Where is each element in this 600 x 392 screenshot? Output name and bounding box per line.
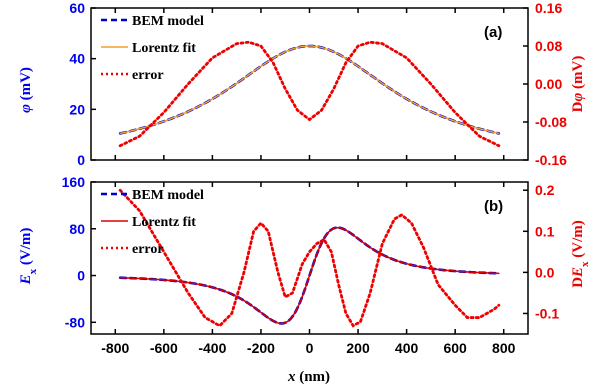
left-tick-label: 80 [69,221,85,237]
x-axis-sym: x [287,369,296,385]
a-right-unit: (mV) [570,56,586,89]
right-tick-label: 0.16 [535,0,562,16]
a-left-unit: (mV) [18,67,34,100]
panel-a-series-error [118,40,501,148]
right-tick-label: 0.1 [535,223,555,239]
right-tick-label: -0.08 [535,114,567,130]
panel-a-series-lorentz-fit [119,45,500,135]
panel-a-label: (a) [484,24,502,41]
panel-a: 0 20 40 60 -0.16 -0.08 0.00 0.08 0.16 (a) BEM mo… [18,0,586,168]
x-tick-label: 600 [443,340,467,356]
right-tick-label: -0.1 [535,305,559,321]
x-tick-label: 400 [395,340,419,356]
right-tick-label: 0.0 [535,264,555,280]
panel-b-legend: BEM model Lorentz fit error [101,188,204,257]
panel-b-label: (b) [484,198,503,215]
b-left-sub: x [27,268,39,274]
right-tick-label: -0.16 [535,152,567,168]
left-tick-label: -80 [65,314,85,330]
panel-a-ticks: 0 20 40 60 -0.16 -0.08 0.00 0.08 0.16 [69,0,567,168]
b-right-sym: E [570,267,586,278]
x-tick-label: 200 [346,340,370,356]
x-axis-label: x (nm) [287,369,330,385]
left-tick-label: 0 [77,152,85,168]
right-tick-label: 0.08 [535,38,562,54]
b-right-sub: x [579,261,591,267]
x-tick-label: -800 [101,340,129,356]
b-left-unit: (V/m) [18,228,34,266]
b-right-prefix: D [570,277,586,288]
panel-b: -80 0 80 160 -0.1 0.0 0.1 0.2 (b) BEM model Lor… [18,174,591,335]
right-tick-label: 0.00 [535,76,562,92]
panel-a-frame [90,7,529,161]
panel-b-frame [90,181,529,335]
panel-b-right-axis-label: DEx (V/m) [570,220,591,288]
left-tick-label: 160 [62,174,86,190]
x-tick-label: 0 [306,340,314,356]
panel-b-series [118,188,501,328]
left-tick-label: 60 [69,0,85,16]
b-right-unit: (V/m) [570,220,586,258]
panel-a-right-axis-label: Dφ (mV) [570,56,586,113]
x-axis-ticks: -800 -600 -400 -200 0 200 400 600 800 [101,340,515,356]
panel-a-series [118,40,501,148]
panel-b-series-lorentz-fit [119,226,500,325]
panel-b-series-error [118,188,501,328]
legend-a-bem-label: BEM model [132,14,204,29]
left-tick-label: 40 [69,51,85,67]
right-tick-label: 0.2 [535,182,555,198]
a-left-sym: φ [18,104,34,113]
x-axis-unit: (nm) [299,369,330,385]
legend-b-lorentz-label: Lorentz fit [132,215,196,230]
panel-b-left-axis-label: Ex (V/m) [18,228,39,286]
x-tick-label: -600 [150,340,178,356]
x-tick-label: -400 [198,340,226,356]
legend-b-bem-label: BEM model [132,188,204,203]
left-tick-label: 20 [69,101,85,117]
legend-b-error-label: error [132,242,164,257]
left-tick-label: 0 [77,268,85,284]
panel-a-legend: BEM model Lorentz fit error [101,14,204,83]
legend-a-error-label: error [132,68,164,83]
b-left-sym: E [18,274,34,285]
a-right-sym: φ [570,93,586,102]
panel-a-left-axis-label: φ (mV) [18,67,34,113]
legend-a-lorentz-label: Lorentz fit [132,41,196,56]
x-tick-label: -200 [247,340,275,356]
x-tick-label: 800 [492,340,516,356]
a-right-prefix: D [570,101,586,112]
panel-b-ticks: -80 0 80 160 -0.1 0.0 0.1 0.2 [62,174,559,334]
